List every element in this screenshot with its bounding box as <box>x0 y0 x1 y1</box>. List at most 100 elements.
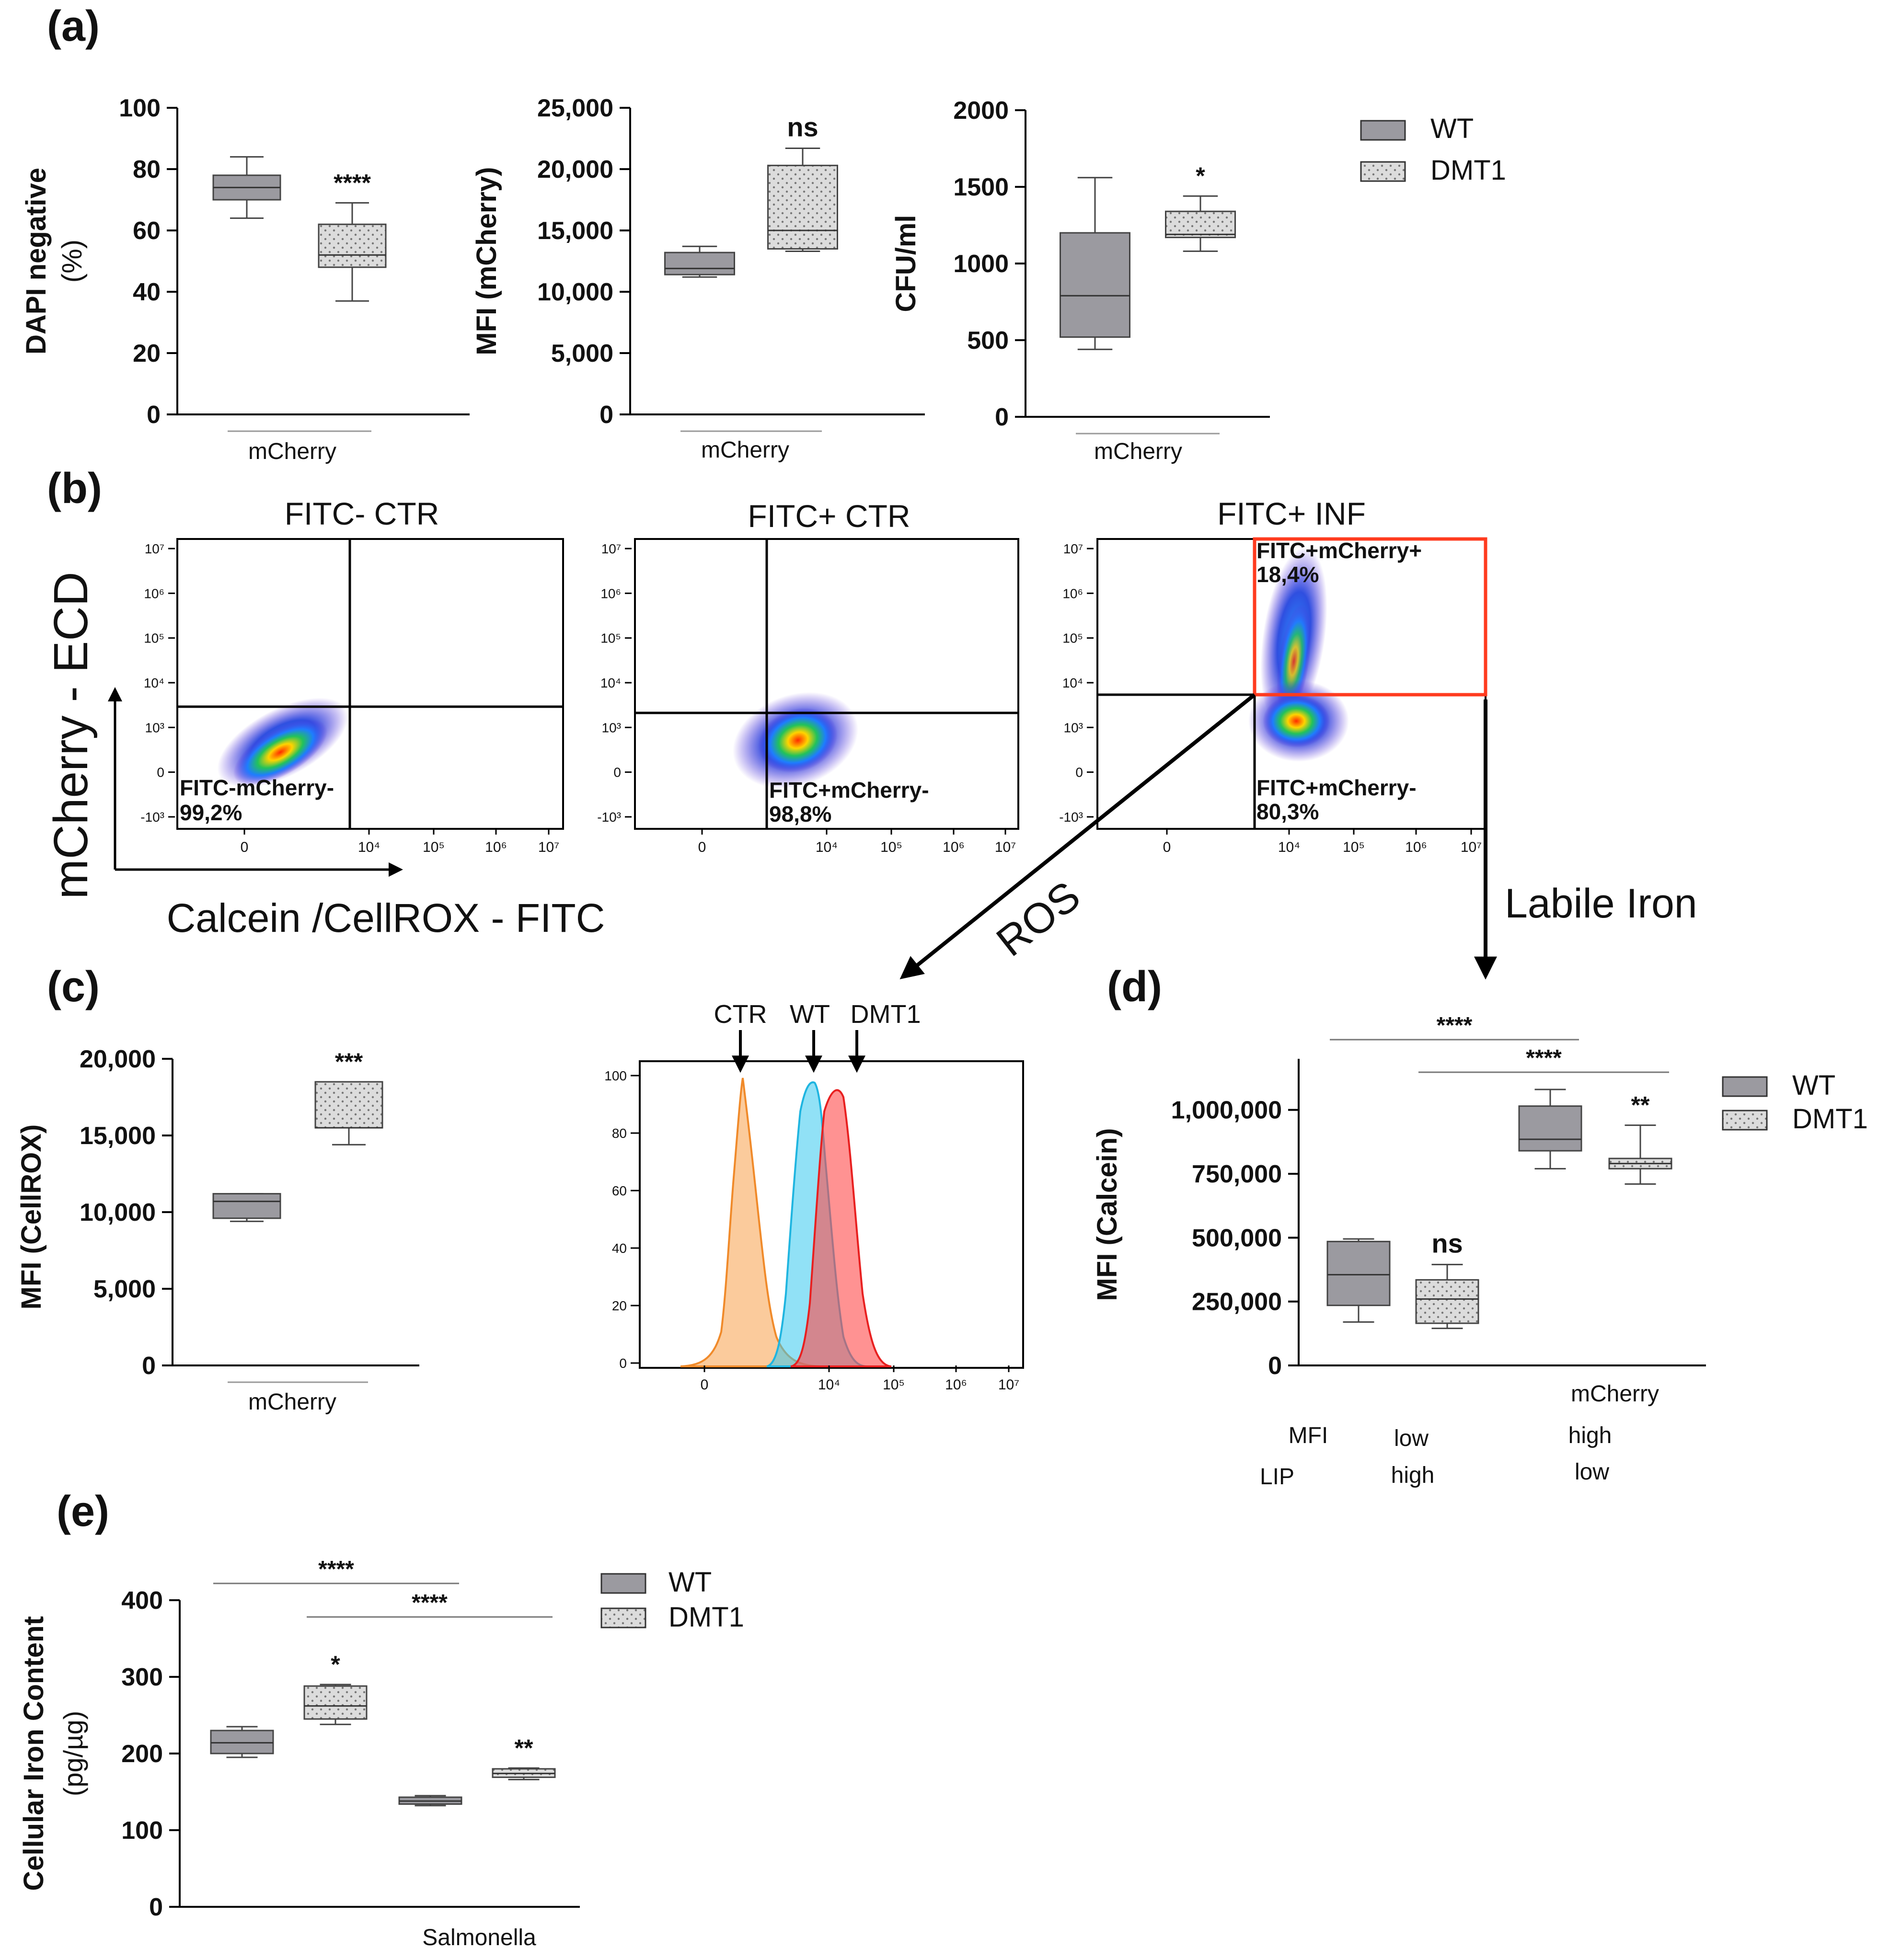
chart-c1-ytick-label: 10,000 <box>80 1199 156 1226</box>
chart-a3-box-0 <box>1060 177 1130 350</box>
panel-label-c: (c) <box>47 963 100 1011</box>
flow-xtick-label: 10⁷ <box>538 839 559 855</box>
flow-plot-3-xticks: 0 10⁴ 10⁵ 10⁶ 10⁷ <box>1163 828 1482 855</box>
flow-plot-3-gate-name: FITC+mCherry+ <box>1256 538 1422 563</box>
flow-title-1: FITC- CTR <box>285 496 439 531</box>
chart-d1-lip-high: high <box>1391 1463 1435 1488</box>
flow-ytick-label: 10⁶ <box>144 586 164 601</box>
chart-e1-box-0 <box>210 1726 274 1758</box>
chart-c1-marks: *** <box>212 1048 383 1222</box>
flow-ytick-label: 10⁷ <box>1063 541 1083 556</box>
flow-plot-2: FITC+mCherry- 98,8% 10⁷ 10⁶ 10⁵ 10⁴ 10³ 0 -10³… <box>597 538 1019 855</box>
flow-ytick-label: 10⁷ <box>145 541 164 556</box>
legend-d-wt-swatch <box>1722 1076 1768 1097</box>
histogram-marker-ctr-label: CTR <box>714 1000 767 1029</box>
flow-xtick-label: 10⁵ <box>883 1377 905 1393</box>
chart-a1-yaxis: 0 20 40 60 80 100 <box>119 94 470 432</box>
chart-a3-ytick-label: 1500 <box>953 173 1009 201</box>
flow-ytick-label: 0 <box>613 765 621 780</box>
flow-plot-1-xticks: 0 10⁴ 10⁵ 10⁶ 10⁷ <box>241 828 559 855</box>
chart-d1-mfi-label: MFI <box>1289 1423 1328 1448</box>
flow-title-2: FITC+ CTR <box>748 498 910 534</box>
flow-ytick-label: -10³ <box>140 810 164 825</box>
chart-d1-ytick-label: 750,000 <box>1192 1160 1282 1188</box>
chart-d1-lip-low: low <box>1575 1459 1609 1485</box>
flow-xtick-label: 0 <box>701 1377 709 1393</box>
chart-d1-ytick-label: 1,000,000 <box>1171 1097 1282 1124</box>
chart-e1-bracket-label: **** <box>318 1557 354 1582</box>
chart-a2-ytick-label: 5,000 <box>551 340 613 367</box>
chart-a3-ytick-label: 1000 <box>953 250 1009 278</box>
flow-plot-3-quadrant-pct: 80,3% <box>1256 799 1319 824</box>
flow-plots: FITC- CTR FITC+ CTR FITC+ INF FITC-mCher… <box>44 496 1697 980</box>
flow-xtick-label: 10⁷ <box>995 839 1016 855</box>
flow-xtick-label: 10⁶ <box>943 839 965 855</box>
histogram-xticks: 0 10⁴ 10⁵ 10⁶ 10⁷ <box>701 1365 1019 1393</box>
flow-title-3: FITC+ INF <box>1217 496 1366 531</box>
flow-ytick-label: 10⁴ <box>600 676 621 690</box>
flow-ytick-label: 10⁵ <box>1062 631 1083 646</box>
flow-xtick-label: 10⁵ <box>423 839 445 855</box>
chart-c1-iqr-box <box>212 1193 281 1219</box>
chart-d1-iqr-box <box>1326 1240 1391 1307</box>
chart-c1-iqr-box <box>314 1081 383 1129</box>
chart-a2-ytick-label: 25,000 <box>537 94 613 122</box>
flow-plot-3: FITC+mCherry+ 18,4% FITC+mCherry- 80,3% … <box>1059 537 1487 855</box>
flow-plot-3-gate-pct: 18,4% <box>1256 562 1319 587</box>
flow-xtick-label: 10⁶ <box>485 839 507 855</box>
chart-c1-ytick-label: 15,000 <box>80 1122 156 1150</box>
flow-ytick-label: 0 <box>1075 765 1083 780</box>
flow-plot-1-yticks: 10⁷ 10⁶ 10⁵ 10⁴ 10³ 0 -10³ <box>140 541 175 825</box>
chart-a1-box-1 <box>318 202 387 302</box>
flow-ytick-label: 0 <box>157 765 164 780</box>
flow-ytick-label: -10³ <box>1059 810 1083 825</box>
chart-c1-xlabel: mCherry <box>248 1389 336 1415</box>
legend-e-wt-label: WT <box>668 1567 712 1598</box>
chart-d1-box-3 <box>1608 1124 1672 1185</box>
flow-xtick-label: 0 <box>698 839 706 855</box>
flow-plot-3-gate-box <box>1253 537 1487 697</box>
chart-a1-ytick-label: 0 <box>147 401 161 429</box>
labile-iron-label: Labile Iron <box>1505 881 1697 927</box>
chart-e1-ytick-label: 100 <box>121 1817 163 1845</box>
ros-label: ROS <box>988 872 1089 965</box>
flow-plot-3-quadrant-name: FITC+mCherry- <box>1256 775 1417 800</box>
chart-a2-box-0 <box>664 245 735 278</box>
chart-a3-iqr-box <box>1165 210 1236 239</box>
flow-ytick-label: 10³ <box>145 720 164 735</box>
flow-xtick-label: 10⁴ <box>358 839 380 855</box>
flow-plot-3-yticks: 10⁷ 10⁶ 10⁵ 10⁴ 10³ 0 -10³ <box>1059 541 1094 825</box>
chart-c1-annotation: *** <box>335 1048 363 1075</box>
flow-plot-3-lower-cloud <box>1263 695 1330 747</box>
chart-d1-marks: ns********** <box>1326 1013 1672 1330</box>
legend-a-dmt1-swatch <box>1360 161 1406 182</box>
flow-ytick-label: 10⁶ <box>1062 586 1083 601</box>
chart-d1-ytick-label: 500,000 <box>1192 1224 1282 1252</box>
chart-e1-annotation: ** <box>515 1734 533 1761</box>
panel-label-d: (d) <box>1107 963 1162 1011</box>
legend-d-dmt1-label: DMT1 <box>1792 1103 1868 1135</box>
chart-a3-iqr-box <box>1060 232 1130 338</box>
flow-ytick-label: 10⁴ <box>1062 676 1083 690</box>
flow-xtick-label: 0 <box>1163 839 1171 855</box>
panel-label-a: (a) <box>47 2 100 50</box>
chart-a2-yaxis: 0 5,000 10,000 15,000 20,000 25,000 <box>537 94 925 432</box>
chart-d1-box-2 <box>1518 1089 1582 1169</box>
chart-a2-ytick-label: 15,000 <box>537 217 613 245</box>
chart-e1-ytick-label: 400 <box>121 1587 163 1615</box>
chart-a1-iqr-box <box>318 223 387 268</box>
flow-plot-2-frame <box>634 538 1019 830</box>
panel-label-e: (e) <box>57 1488 109 1536</box>
legend-d: WT DMT1 <box>1722 1070 1868 1135</box>
chart-a3: 0 500 1000 1500 2000 * CFU/ml mCherry <box>890 97 1270 464</box>
histogram-ctr-curve <box>680 1077 825 1367</box>
chart-a3-box-1 <box>1165 195 1236 252</box>
chart-d1-bracket-label: **** <box>1437 1013 1473 1038</box>
chart-a1-annotation: **** <box>334 169 371 196</box>
chart-c1-ylabel: MFI (CellROX) <box>16 1124 47 1310</box>
ros-arrow <box>899 693 1256 980</box>
chart-c1-box-0 <box>212 1193 281 1222</box>
chart-e1-ylabel-unit: (pg/µg) <box>58 1711 88 1797</box>
